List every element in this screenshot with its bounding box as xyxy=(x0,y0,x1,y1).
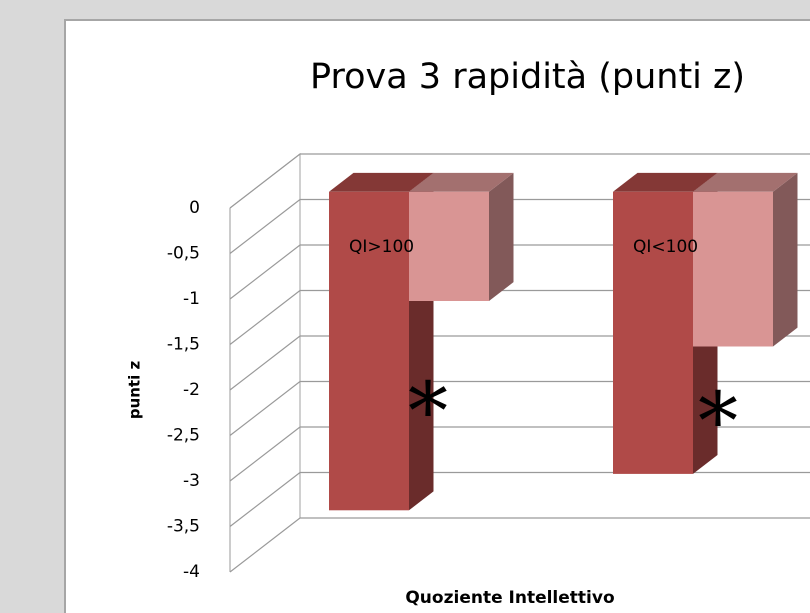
y-tick-label: -0,5 xyxy=(167,244,200,264)
grid-line xyxy=(229,153,810,209)
y-axis-label: punti z xyxy=(126,361,144,420)
chart-title: Prova 3 rapidità (punti z) xyxy=(310,57,745,97)
bar-top xyxy=(329,172,434,192)
grid-line xyxy=(229,517,810,573)
y-tick-label: -4 xyxy=(183,562,200,582)
y-tick-label: -1 xyxy=(183,289,200,309)
y-tick-label: 0 xyxy=(189,198,200,218)
y-tick-label: -3 xyxy=(183,471,200,491)
bar xyxy=(409,191,489,301)
bar xyxy=(613,191,693,474)
y-tick-label: -2,5 xyxy=(167,426,200,446)
bar-top xyxy=(409,172,514,192)
bar xyxy=(693,191,773,347)
y-tick-label: -3,5 xyxy=(167,517,200,537)
bar-top xyxy=(693,172,798,192)
annotation: * xyxy=(698,375,738,468)
annotation: * xyxy=(408,365,448,458)
x-axis-label: Quoziente Intellettivo xyxy=(405,588,614,608)
y-tick-label: -2 xyxy=(183,380,200,400)
bar xyxy=(329,191,409,511)
y-tick-label: -1,5 xyxy=(167,335,200,355)
bar-side xyxy=(773,172,798,347)
category-label: QI<100 xyxy=(633,237,698,257)
category-label: QI>100 xyxy=(349,237,414,257)
bar-top xyxy=(613,172,718,192)
bar-side xyxy=(489,172,514,301)
